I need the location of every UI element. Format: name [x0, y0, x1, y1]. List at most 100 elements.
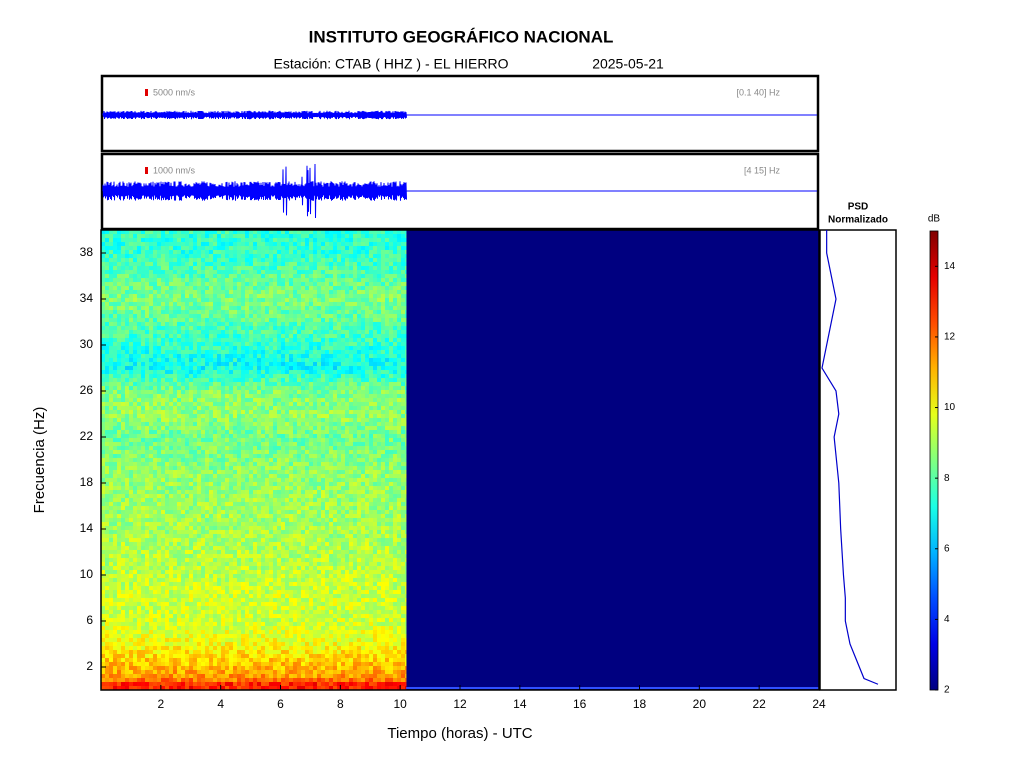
spectrogram-cell	[333, 322, 338, 327]
spectrogram-cell	[121, 430, 126, 435]
spectrogram-cell	[273, 458, 278, 463]
spectrogram-cell	[169, 358, 174, 363]
spectrogram-cell	[189, 378, 194, 383]
spectrogram-cell	[381, 374, 386, 379]
spectrogram-cell	[397, 438, 402, 443]
spectrogram-cell	[405, 278, 407, 283]
spectrogram-cell	[353, 430, 358, 435]
spectrogram-cell	[205, 374, 210, 379]
spectrogram-cell	[393, 250, 398, 255]
spectrogram-cell	[393, 322, 398, 327]
spectrogram-cell	[389, 378, 394, 383]
spectrogram-cell	[345, 474, 350, 479]
spectrogram-cell	[397, 466, 402, 471]
spectrogram-cell	[397, 370, 402, 375]
spectrogram-cell	[349, 470, 354, 475]
spectrogram-cell	[197, 442, 202, 447]
spectrogram-cell	[185, 422, 190, 427]
spectrogram-cell	[373, 378, 378, 383]
spectrogram-cell	[317, 274, 322, 279]
spectrogram-cell	[221, 318, 226, 323]
spectrogram-cell	[305, 474, 310, 479]
spectrogram-cell	[129, 366, 134, 371]
spectrogram-cell	[373, 274, 378, 279]
spectrogram-cell	[109, 310, 114, 315]
spectrogram-cell	[117, 350, 122, 355]
spectrogram-cell	[269, 302, 274, 307]
spectrogram-cell	[141, 286, 146, 291]
spectrogram-cell	[389, 406, 394, 411]
spectrogram-cell	[385, 466, 390, 471]
spectrogram-cell	[337, 358, 342, 363]
spectrogram-cell	[137, 406, 142, 411]
spectrogram-cell	[341, 338, 346, 343]
spectrogram-cell	[329, 230, 334, 235]
spectrogram-cell	[209, 442, 214, 447]
spectrogram-cell	[377, 374, 382, 379]
spectrogram-cell	[261, 454, 266, 459]
spectrogram-cell	[149, 354, 154, 359]
spectrogram-cell	[385, 402, 390, 407]
spectrogram-cell	[289, 426, 294, 431]
spectrogram-cell	[261, 266, 266, 271]
spectrogram-cell	[329, 330, 334, 335]
spectrogram-cell	[381, 294, 386, 299]
spectrogram-cell	[269, 262, 274, 267]
spectrogram-cell	[137, 250, 142, 255]
spectrogram-cell	[405, 310, 407, 315]
spectrogram-cell	[109, 450, 114, 455]
spectrogram-cell	[273, 418, 278, 423]
spectrogram-cell	[249, 426, 254, 431]
spectrogram-cell	[277, 282, 282, 287]
spectrogram-cell	[193, 394, 198, 399]
spectrogram-cell	[281, 342, 286, 347]
spectrogram-cell	[369, 362, 374, 367]
spectrogram-cell	[309, 482, 314, 487]
spectrogram-cell	[237, 434, 242, 439]
spectrogram-cell	[145, 402, 150, 407]
spectrogram-cell	[393, 470, 398, 475]
spectrogram-cell	[105, 290, 110, 295]
spectrogram-cell	[313, 270, 318, 275]
spectrogram-cell	[149, 286, 154, 291]
spectrogram-cell	[281, 346, 286, 351]
spectrogram-cell	[221, 334, 226, 339]
spectrogram-cell	[305, 246, 310, 251]
spectrogram-cell	[245, 262, 250, 267]
spectrogram-cell	[377, 394, 382, 399]
spectrogram-cell	[113, 454, 118, 459]
spectrogram-cell	[193, 350, 198, 355]
spectrogram-cell	[257, 462, 262, 467]
spectrogram-cell	[149, 234, 154, 239]
spectrogram-cell	[181, 302, 186, 307]
spectrogram-cell	[137, 374, 142, 379]
spectrogram-cell	[249, 230, 254, 235]
spectrogram-cell	[297, 418, 302, 423]
spectrogram-cell	[189, 234, 194, 239]
spectrogram-cell	[333, 458, 338, 463]
spectrogram-cell	[313, 394, 318, 399]
spectrogram-cell	[353, 422, 358, 427]
spectrogram-cell	[269, 406, 274, 411]
spectrogram-cell	[125, 426, 130, 431]
spectrogram-cell	[345, 450, 350, 455]
spectrogram-cell	[149, 266, 154, 271]
spectrogram-cell	[385, 326, 390, 331]
spectrogram-cell	[161, 310, 166, 315]
spectrogram-cell	[133, 470, 138, 475]
spectrogram-cell	[281, 410, 286, 415]
spectrogram-cell	[329, 238, 334, 243]
spectrogram-cell	[225, 398, 230, 403]
spectrogram-cell	[365, 354, 370, 359]
spectrogram-cell	[369, 418, 374, 423]
spectrogram-cell	[273, 390, 278, 395]
spectrogram-cell	[321, 402, 326, 407]
spectrogram-cell	[237, 350, 242, 355]
spectrogram-cell	[253, 298, 258, 303]
spectrogram-cell	[297, 374, 302, 379]
spectrogram-cell	[177, 246, 182, 251]
spectrogram-cell	[205, 254, 210, 259]
spectrogram-cell	[169, 250, 174, 255]
spectrogram-cell	[341, 250, 346, 255]
spectrogram-cell	[309, 318, 314, 323]
